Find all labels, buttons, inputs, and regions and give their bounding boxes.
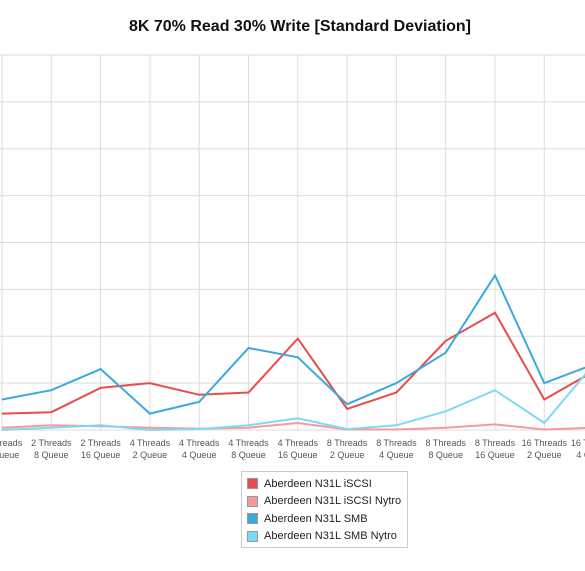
- x-tick-label: 4 Threads 8 Queue: [228, 438, 269, 460]
- legend-swatch: [247, 478, 258, 490]
- legend-swatch: [247, 530, 258, 542]
- x-tick-label: 4 Threads 4 Queue: [179, 438, 220, 460]
- x-tick-label: 16 Threads 2 Queue: [522, 438, 568, 460]
- x-tick-label: 8 Threads 4 Queue: [376, 438, 417, 460]
- legend: Aberdeen N31L iSCSI Aberdeen N31L iSCSI N…: [241, 471, 408, 548]
- legend-swatch: [247, 513, 258, 525]
- legend-swatch: [247, 495, 258, 507]
- legend-label: Aberdeen N31L iSCSI: [264, 477, 372, 490]
- series-line-3: [1, 273, 585, 415]
- series-layer: [1, 273, 585, 432]
- x-tick-label: 8 Threads 8 Queue: [426, 438, 467, 460]
- legend-label: Aberdeen N31L SMB: [264, 512, 368, 525]
- x-tick-label: 4 Threads 2 Queue: [130, 438, 171, 460]
- chart-grid: [0, 54, 585, 431]
- x-tick-label: 8 Threads 16 Queue: [475, 438, 516, 460]
- legend-label: Aberdeen N31L SMB Nytro: [264, 530, 397, 543]
- legend-item: Aberdeen N31L SMB: [247, 510, 407, 528]
- chart-title: 8K 70% Read 30% Write [Standard Deviatio…: [128, 18, 472, 35]
- x-tick-label: 8 Threads 2 Queue: [327, 438, 368, 460]
- x-tick-label: 2 Threads 16 Queue: [80, 438, 121, 460]
- legend-item: Aberdeen N31L iSCSI Nytro: [247, 493, 407, 511]
- legend-item: Aberdeen N31L iSCSI: [247, 475, 407, 493]
- series-line-1: [1, 311, 585, 415]
- legend-label: Aberdeen N31L iSCSI Nytro: [264, 495, 402, 508]
- legend-item: Aberdeen N31L SMB Nytro: [247, 528, 407, 546]
- series-line-4: [1, 373, 585, 432]
- x-tick-label: 2 Threads 8 Queue: [31, 438, 72, 460]
- x-tick-label: 4 Threads 16 Queue: [278, 438, 319, 460]
